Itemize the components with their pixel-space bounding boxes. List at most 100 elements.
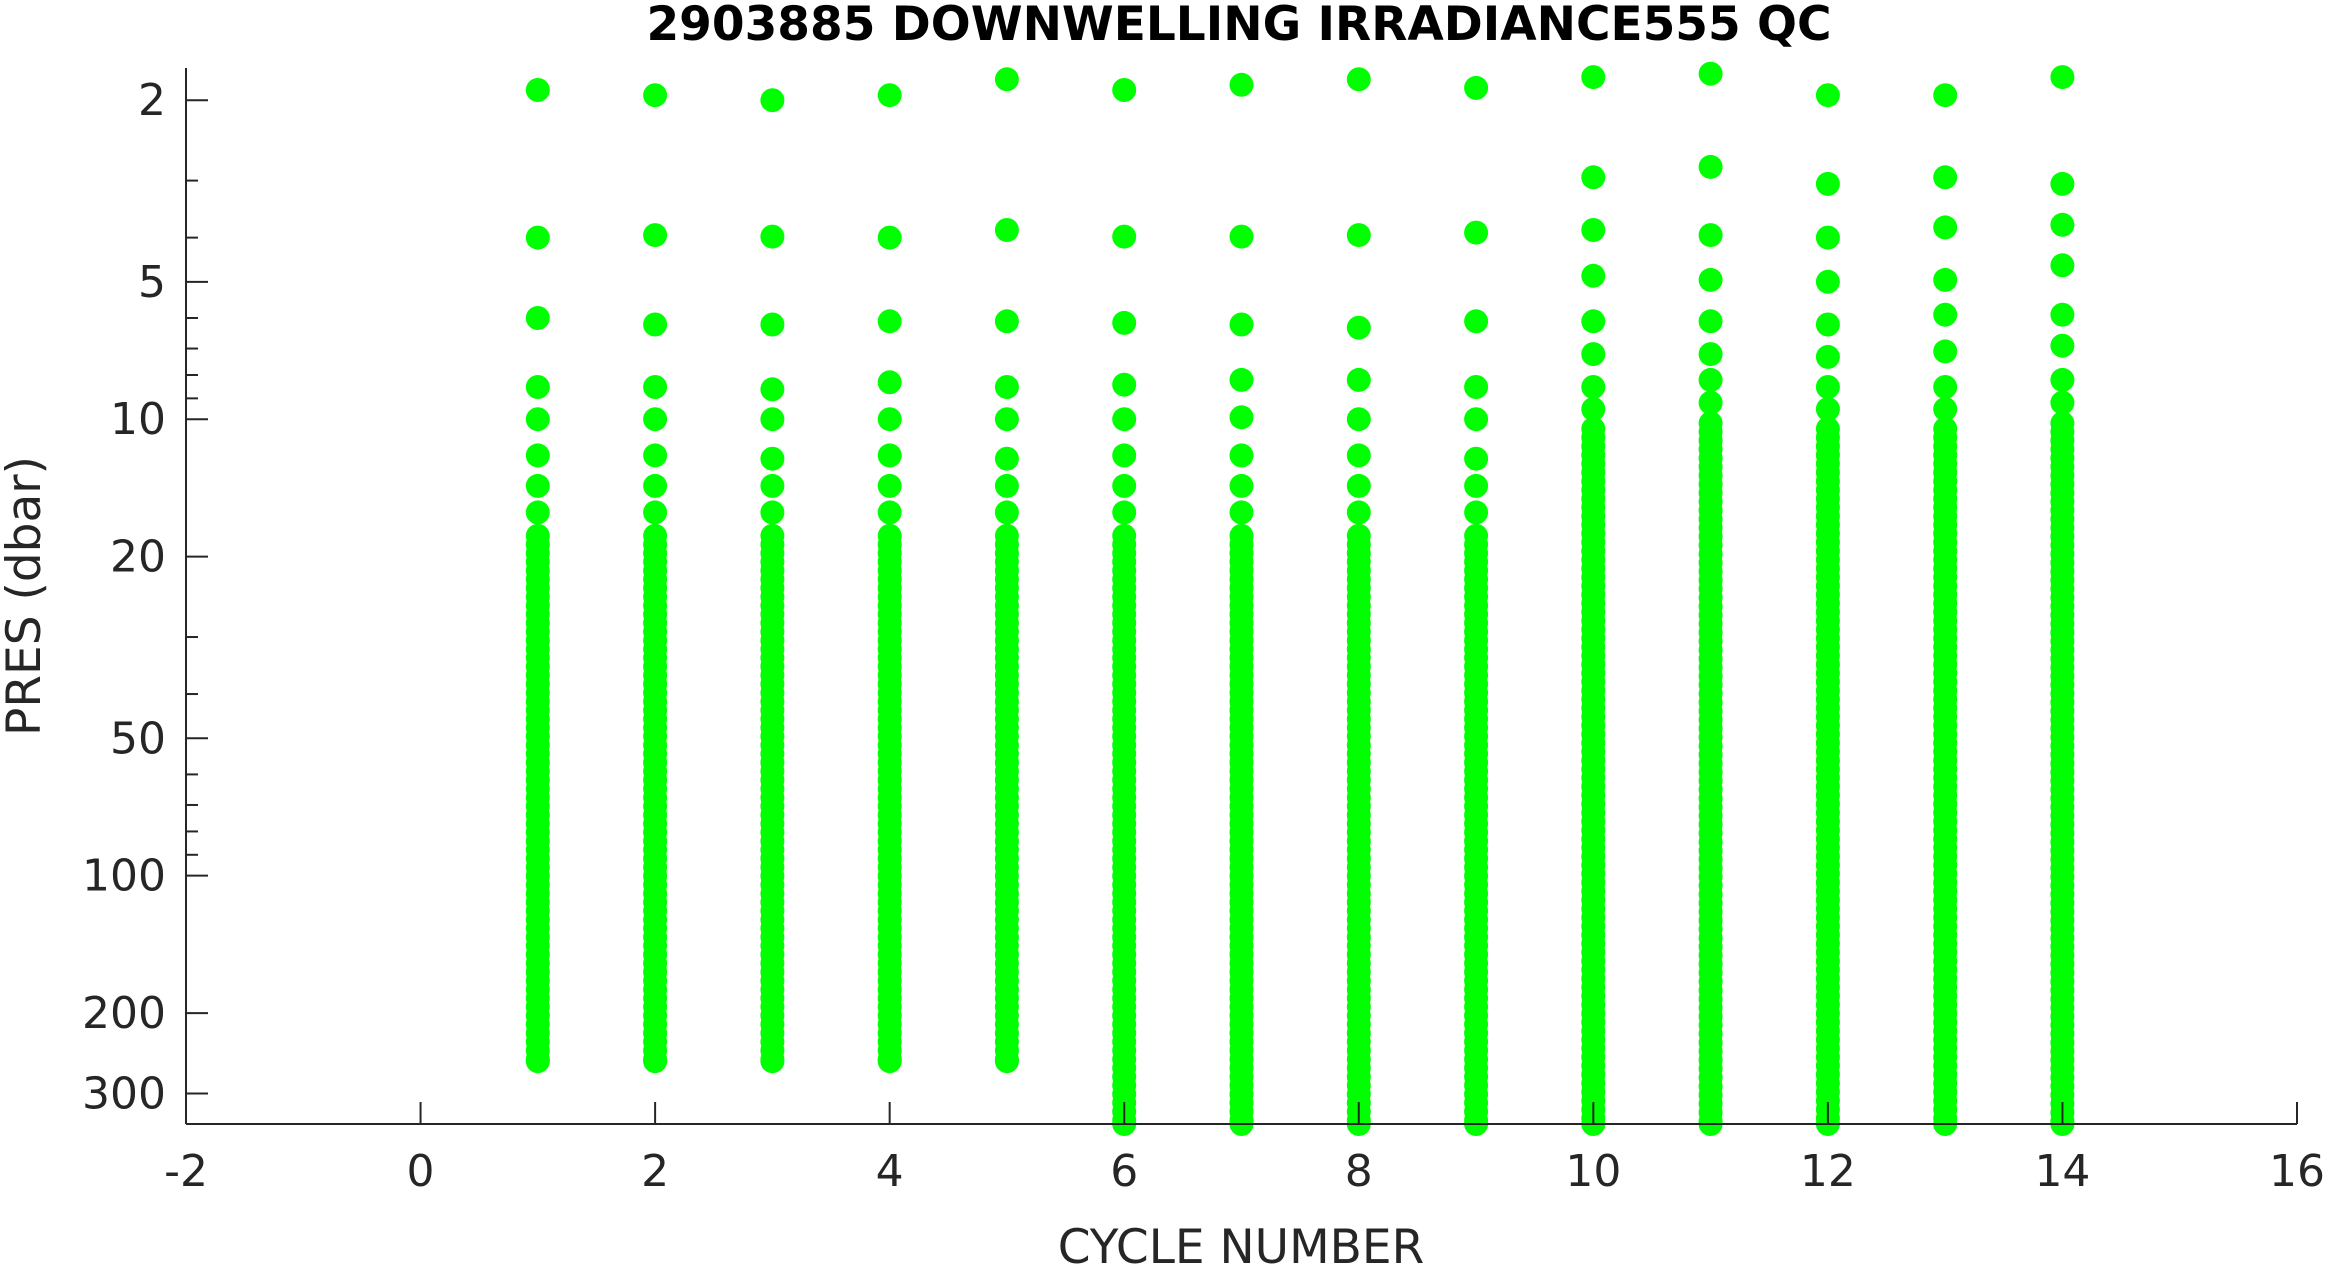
x-tick-label: 16 [2269,1146,2325,1197]
data-point [1112,500,1137,525]
data-point [1112,372,1137,397]
data-point [525,225,550,250]
data-point [994,1049,1019,1074]
data-point [877,370,902,395]
x-tick-label: 8 [1345,1146,1373,1197]
data-point [525,78,550,102]
data-point [1112,407,1137,432]
y-tick-label: 100 [82,851,166,902]
data-point [1346,223,1371,248]
data-point [1815,397,1840,422]
data-point [643,83,668,108]
chart-title: 2903885 DOWNWELLING IRRADIANCE555 QC [646,0,1831,52]
data-point [877,225,902,250]
y-tick-label: 2 [138,75,166,126]
y-axis-label: PRES (dbar) [0,456,52,736]
y-tick-label: 5 [138,257,166,308]
data-point [760,473,785,498]
x-tick-label: 0 [407,1146,435,1197]
data-point [1346,500,1371,525]
data-point [1581,263,1606,288]
data-point [643,223,668,248]
data-point [1815,269,1840,294]
data-point [643,473,668,498]
data-point [1229,224,1254,249]
data-point [1229,473,1254,498]
data-point [643,407,668,432]
data-point [1815,344,1840,369]
data-point [877,309,902,334]
data-point [1933,215,1958,240]
data-point [877,473,902,498]
data-point [1229,367,1254,392]
data-point [877,407,902,432]
data-point [1933,397,1958,422]
data-point [643,500,668,525]
data-point [1112,473,1137,498]
data-point [1464,220,1489,245]
data-point [1346,367,1371,392]
data-point [994,218,1019,242]
y-axis-ticks: 2 5 10 20 50 100 200 300 [82,75,208,1119]
data-point [1464,375,1489,399]
data-point [1933,165,1958,190]
data-point [760,377,785,402]
data-point [525,1049,550,1074]
data-point [1933,375,1958,399]
data-point [1933,267,1958,292]
data-point [994,500,1019,525]
x-axis-ticks: -2 0 2 4 6 8 10 12 14 16 [164,1102,2325,1197]
data-point [1698,223,1723,248]
data-point [1815,83,1840,108]
data-point [1698,342,1723,367]
data-point [1112,78,1137,102]
data-point [1933,302,1958,327]
data-point [1346,443,1371,468]
data-point [1346,67,1371,92]
data-point [760,1049,785,1074]
data-point [2050,253,2075,278]
data-point [1464,473,1489,498]
data-point [1933,83,1958,108]
data-point [1581,397,1606,422]
data-point [2050,65,2075,90]
data-point [643,1049,668,1074]
data-point [525,375,550,399]
data-point [643,375,668,399]
data-point [1229,405,1254,430]
x-tick-label: 6 [1110,1146,1138,1197]
data-point [525,500,550,525]
data-point [525,306,550,330]
x-tick-label: 4 [876,1146,904,1197]
data-point [2050,367,2075,392]
data-point [2050,333,2075,358]
data-point [2050,171,2075,196]
data-point [1464,309,1489,334]
data-point [1346,407,1371,432]
data-point [994,473,1019,498]
data-point [877,1049,902,1074]
data-point [525,473,550,498]
data-point [994,375,1019,399]
data-point [1581,65,1606,90]
data-point [1581,309,1606,334]
data-point [994,309,1019,334]
x-tick-label: 12 [1800,1146,1856,1197]
data-point [1933,339,1958,364]
data-point [1346,473,1371,498]
data-point [1698,267,1723,292]
x-tick-label: 14 [2034,1146,2090,1197]
data-point [643,312,668,337]
data-point [1112,224,1137,249]
data-point [994,446,1019,471]
y-tick-label: 20 [110,532,166,583]
data-point [760,407,785,432]
data-point [1112,443,1137,468]
data-point [1464,500,1489,525]
data-point [1815,375,1840,399]
data-point [1229,500,1254,525]
data-point [1815,312,1840,337]
data-point [1581,375,1606,399]
data-point [1581,165,1606,190]
